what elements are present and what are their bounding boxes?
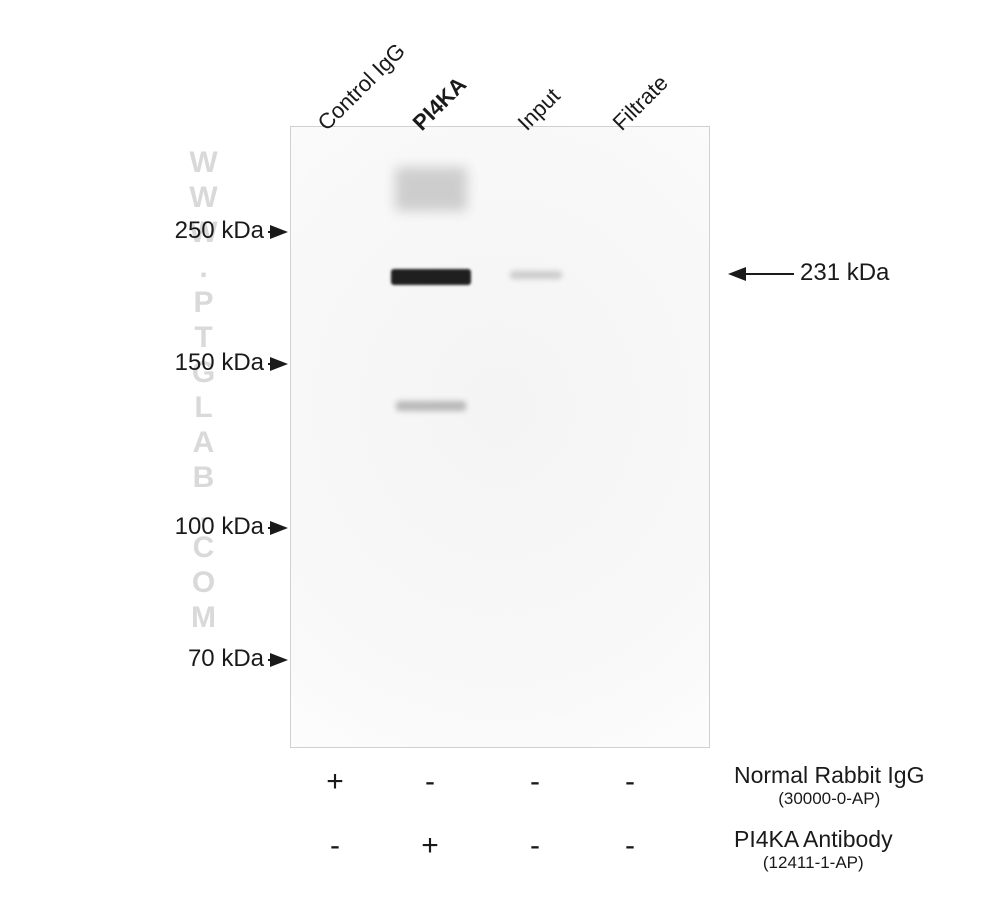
condition-sign-r0-c3: - bbox=[616, 765, 644, 799]
band-2 bbox=[396, 401, 466, 411]
marker-arrow-2 bbox=[270, 521, 288, 535]
condition-sign-r1-c1: + bbox=[416, 829, 444, 863]
condition-sign-r0-c0: + bbox=[321, 765, 349, 799]
condition-caption-0: Normal Rabbit IgG(30000-0-AP) bbox=[734, 762, 924, 809]
condition-caption-sub-1: (12411-1-AP) bbox=[734, 853, 893, 873]
condition-caption-1: PI4KA Antibody(12411-1-AP) bbox=[734, 826, 893, 873]
band-1 bbox=[395, 167, 467, 211]
marker-arrow-1 bbox=[270, 357, 288, 371]
detected-band-arrow-stem bbox=[746, 273, 794, 275]
condition-sign-r0-c2: - bbox=[521, 765, 549, 799]
lane-label-0: Control IgG bbox=[313, 38, 411, 136]
marker-arrow-0 bbox=[270, 225, 288, 239]
condition-sign-r1-c3: - bbox=[616, 829, 644, 863]
band-3 bbox=[510, 271, 562, 279]
western-blot-figure: WWW.PTGLAB.COM Control IgGPI4KAInputFilt… bbox=[0, 0, 1000, 903]
condition-sign-r1-c2: - bbox=[521, 829, 549, 863]
marker-label-0: 250 kDa bbox=[175, 217, 264, 245]
marker-arrow-3 bbox=[270, 653, 288, 667]
blot-background bbox=[291, 127, 709, 747]
blot-membrane bbox=[290, 126, 710, 748]
marker-label-3: 70 kDa bbox=[188, 645, 264, 673]
condition-sign-r0-c1: - bbox=[416, 765, 444, 799]
marker-label-2: 100 kDa bbox=[175, 513, 264, 541]
condition-caption-main-0: Normal Rabbit IgG bbox=[734, 762, 924, 788]
detected-band-arrow bbox=[728, 267, 746, 281]
marker-label-1: 150 kDa bbox=[175, 349, 264, 377]
condition-caption-main-1: PI4KA Antibody bbox=[734, 826, 893, 852]
condition-sign-r1-c0: - bbox=[321, 829, 349, 863]
detected-band-label: 231 kDa bbox=[800, 259, 889, 287]
condition-caption-sub-0: (30000-0-AP) bbox=[734, 789, 924, 809]
band-0 bbox=[391, 269, 471, 285]
